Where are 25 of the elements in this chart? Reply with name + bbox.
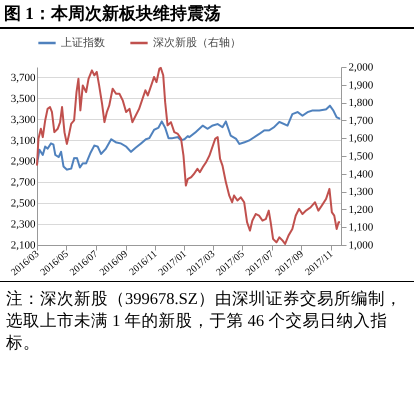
y2-tick-label: 1,100 <box>348 222 374 234</box>
y-tick-label: 3,100 <box>10 134 36 147</box>
y2-tick-label: 1,400 <box>348 168 374 180</box>
y-tick-label: 2,300 <box>10 218 36 231</box>
y-tick-label: 2,900 <box>10 156 36 168</box>
y2-tick-label: 1,000 <box>348 240 374 252</box>
y2-tick-label: 1,500 <box>348 150 374 162</box>
y-tick-label: 2,700 <box>10 176 36 189</box>
y2-tick-label: 1,300 <box>348 186 374 198</box>
chart-title: 图 1：本周次新板块维持震荡 <box>0 0 414 29</box>
y-tick-label: 3,700 <box>10 72 36 84</box>
y2-tick-label: 1,200 <box>348 204 374 216</box>
y-tick-label: 2,500 <box>10 198 36 210</box>
y2-tick-label: 1,600 <box>348 132 374 145</box>
legend-label: 深次新股（右轴） <box>153 36 241 49</box>
y-tick-label: 2,100 <box>10 240 36 252</box>
y2-tick-label: 1,800 <box>348 97 374 110</box>
y2-tick-label: 1,900 <box>348 79 374 92</box>
y-tick-label: 3,300 <box>10 114 36 126</box>
y2-tick-label: 1,700 <box>348 114 374 127</box>
y-tick-label: 3,500 <box>10 92 36 105</box>
legend-label: 上证指数 <box>61 36 105 49</box>
y2-tick-label: 2,000 <box>348 62 374 74</box>
line-series <box>36 104 342 171</box>
text: 注：深次新股（399678.SZ）由深圳证券交易所编制，选取上市未满 1 年的新股，于第 46 个交易日纳入指标。 <box>0 281 414 354</box>
